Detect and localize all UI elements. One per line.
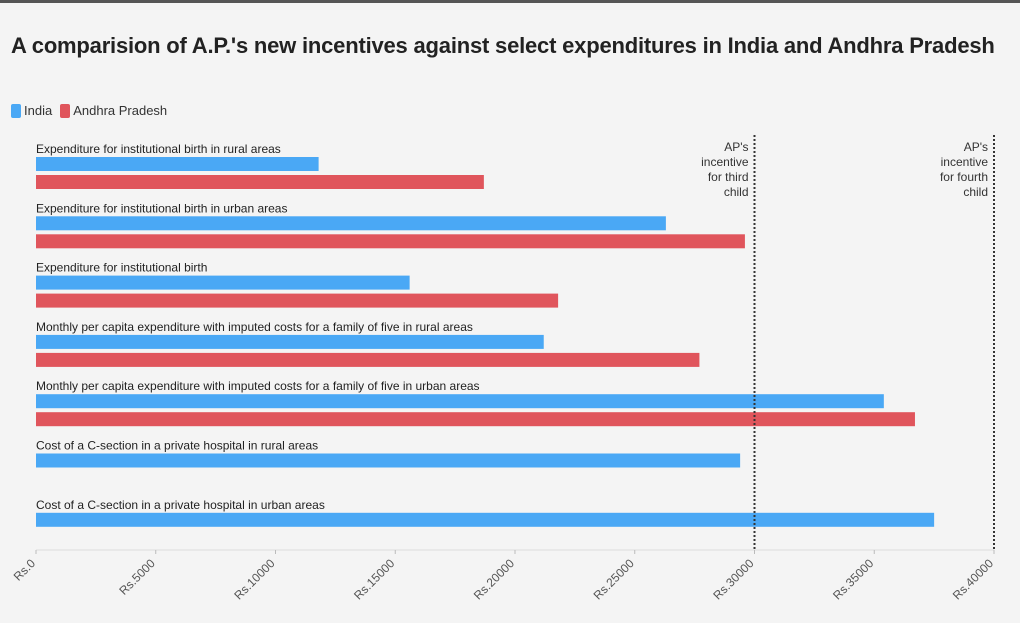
legend-item-india[interactable]: India <box>11 103 52 118</box>
chart-title: A comparision of A.P.'s new incentives a… <box>11 33 995 58</box>
bar-india <box>36 157 319 171</box>
bar-andhra-pradesh <box>36 293 559 308</box>
reference-line-label: incentive <box>941 155 989 169</box>
reference-line-label: AP's <box>964 140 988 154</box>
legend-item-andhra-pradesh[interactable]: Andhra Pradesh <box>60 103 167 118</box>
category-label: Cost of a C-section in a private hospita… <box>36 439 318 453</box>
category-label: Cost of a C-section in a private hospita… <box>36 498 325 512</box>
bar-andhra-pradesh <box>36 412 915 427</box>
category-label: Expenditure for institutional birth in r… <box>36 142 281 156</box>
reference-line-label: AP's <box>724 140 748 154</box>
legend: India Andhra Pradesh <box>11 103 175 118</box>
bar-india <box>36 216 666 231</box>
bar-india <box>36 453 741 468</box>
x-tick-label: Rs.40000 <box>950 556 996 602</box>
bar-andhra-pradesh <box>36 234 745 249</box>
bar-andhra-pradesh <box>36 175 484 189</box>
x-tick-label: Rs.0 <box>11 556 39 584</box>
x-tick-label: Rs.30000 <box>710 556 756 602</box>
x-tick-label: Rs.15000 <box>351 556 397 602</box>
x-tick-label: Rs.10000 <box>231 556 277 602</box>
bar-india <box>36 334 544 349</box>
bar-india <box>36 512 935 527</box>
legend-swatch-andhra-pradesh <box>60 103 71 118</box>
reference-line-label: child <box>963 185 988 199</box>
top-rule <box>0 0 1020 3</box>
x-tick-label: Rs.35000 <box>830 556 876 602</box>
legend-label-india: India <box>24 103 53 118</box>
x-tick-label: Rs.25000 <box>591 556 637 602</box>
reference-line-label: incentive <box>701 155 749 169</box>
category-label: Expenditure for institutional birth in u… <box>36 201 287 215</box>
category-label: Expenditure for institutional birth <box>36 261 207 275</box>
bar-andhra-pradesh <box>36 352 700 367</box>
legend-label-andhra-pradesh: Andhra Pradesh <box>73 103 168 118</box>
reference-line-label: for third <box>708 170 749 184</box>
x-tick-label: Rs.5000 <box>116 556 158 598</box>
bar-india <box>36 394 884 409</box>
legend-swatch-india <box>11 103 21 118</box>
category-label: Monthly per capita expenditure with impu… <box>36 379 480 393</box>
reference-line-label: child <box>724 185 749 199</box>
x-tick-label: Rs.20000 <box>471 556 517 602</box>
bar-india <box>36 275 410 290</box>
category-label: Monthly per capita expenditure with impu… <box>36 320 473 334</box>
reference-line-label: for fourth <box>940 170 988 184</box>
